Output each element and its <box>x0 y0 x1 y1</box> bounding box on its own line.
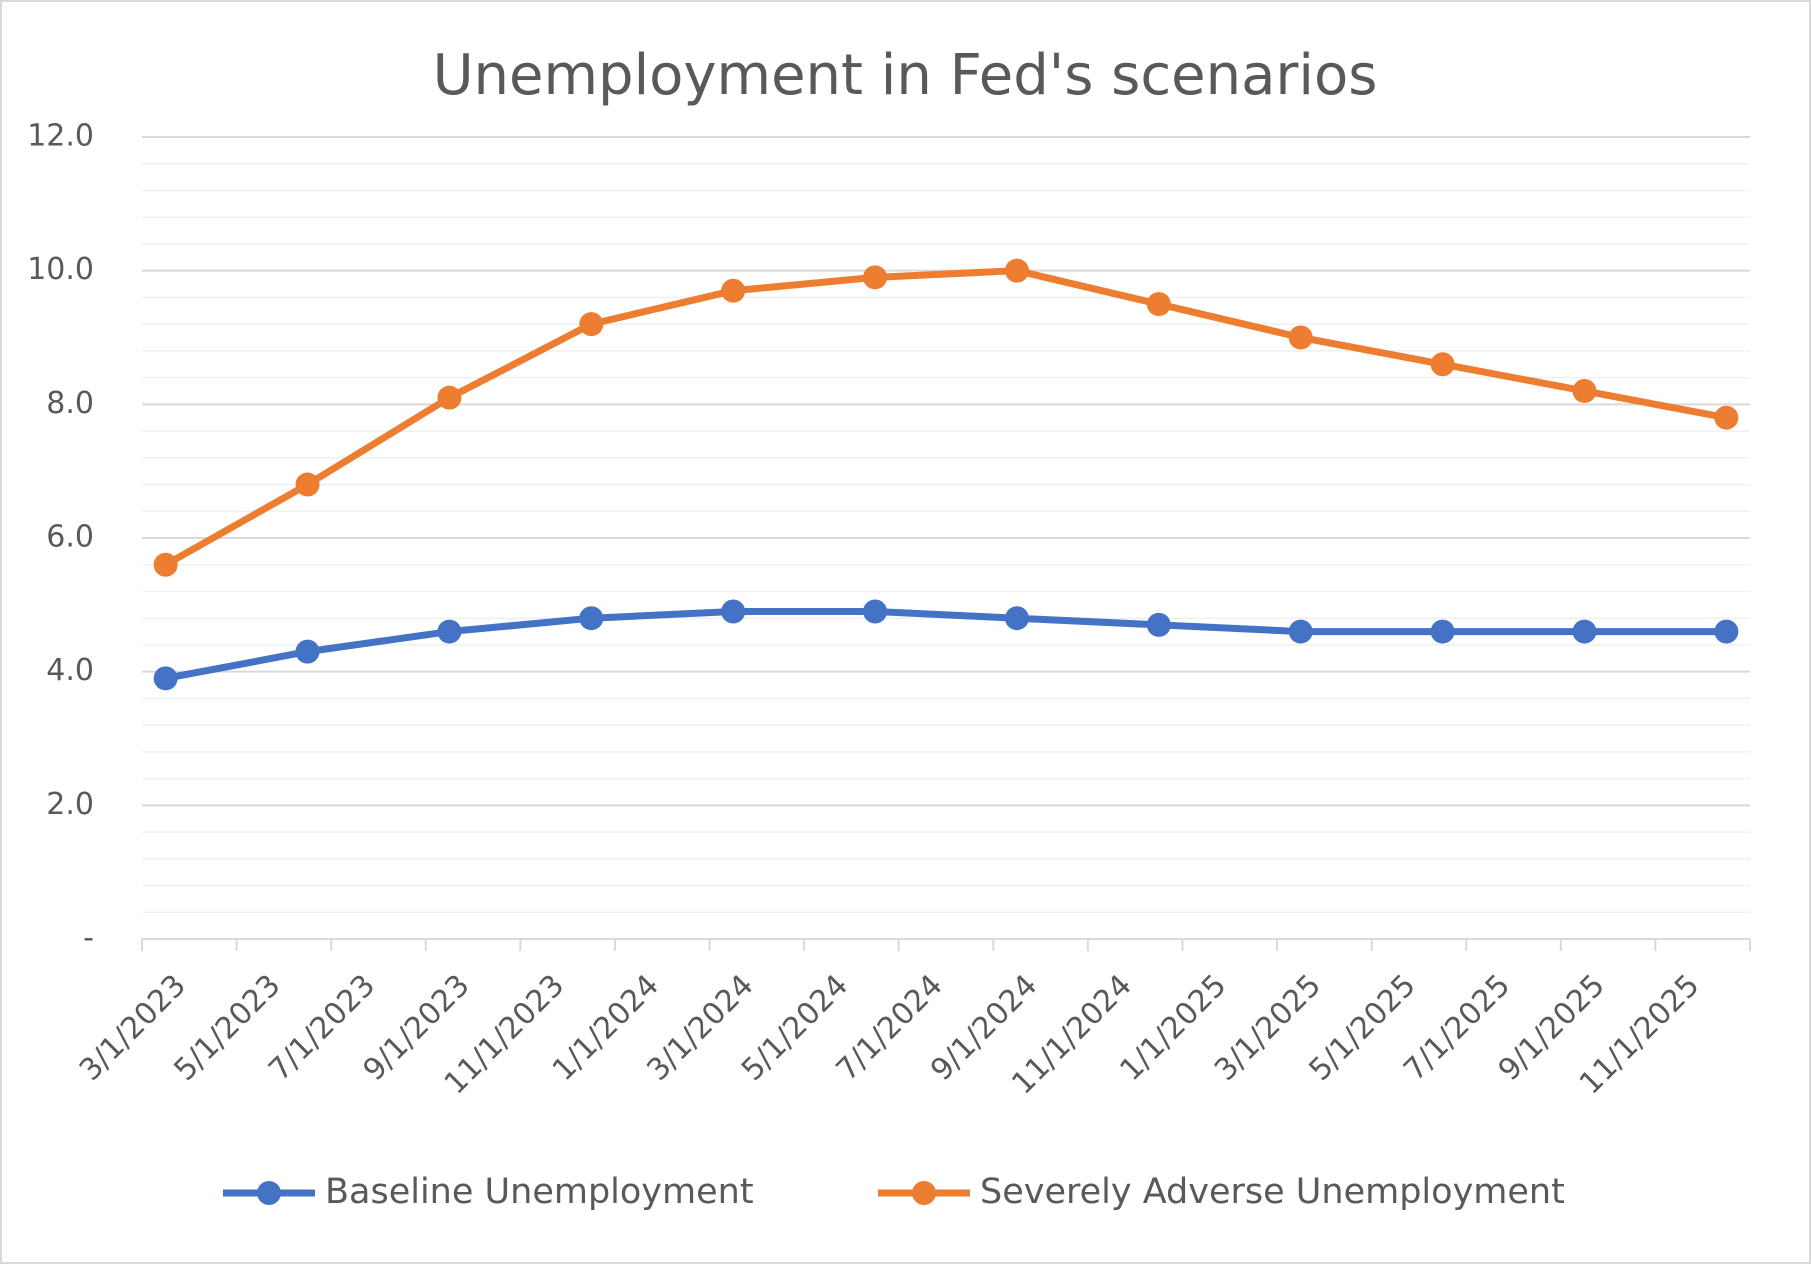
y-tick-label: 4.0 <box>46 653 94 688</box>
series-marker <box>863 599 888 624</box>
y-tick-label: - <box>83 921 94 956</box>
series-marker <box>295 472 320 497</box>
series-marker <box>1430 619 1455 644</box>
series-marker <box>437 385 462 410</box>
series-marker <box>1714 619 1739 644</box>
series-marker <box>1288 325 1313 350</box>
series-marker <box>1146 612 1171 637</box>
y-tick-label: 2.0 <box>46 787 94 822</box>
series-marker <box>1714 405 1739 430</box>
series-marker <box>437 619 462 644</box>
series-marker <box>1146 292 1171 317</box>
series-marker <box>579 312 604 337</box>
series-line <box>164 608 1727 682</box>
legend-marker <box>912 1181 936 1205</box>
series-marker <box>1004 258 1029 283</box>
y-tick-label: 10.0 <box>27 252 94 287</box>
series-marker <box>1430 352 1455 377</box>
legend-label: Severely Adverse Unemployment <box>980 1172 1565 1212</box>
legend-marker <box>257 1181 281 1205</box>
series-marker <box>295 639 320 664</box>
legend-label: Baseline Unemployment <box>325 1172 754 1212</box>
series-marker <box>721 599 746 624</box>
series-marker <box>1572 619 1597 644</box>
series-marker <box>1288 619 1313 644</box>
y-tick-label: 12.0 <box>27 119 94 154</box>
y-tick-label: 6.0 <box>46 520 94 555</box>
series-marker <box>153 552 178 577</box>
series-marker <box>153 666 178 691</box>
series-line <box>163 267 1727 568</box>
y-tick-label: 8.0 <box>46 386 94 421</box>
series-marker <box>579 606 604 631</box>
series-marker <box>1572 378 1597 403</box>
chart-title: Unemployment in Fed's scenarios <box>433 43 1378 108</box>
series-marker <box>1004 606 1029 631</box>
series-marker <box>863 265 888 290</box>
series-marker <box>721 278 746 303</box>
